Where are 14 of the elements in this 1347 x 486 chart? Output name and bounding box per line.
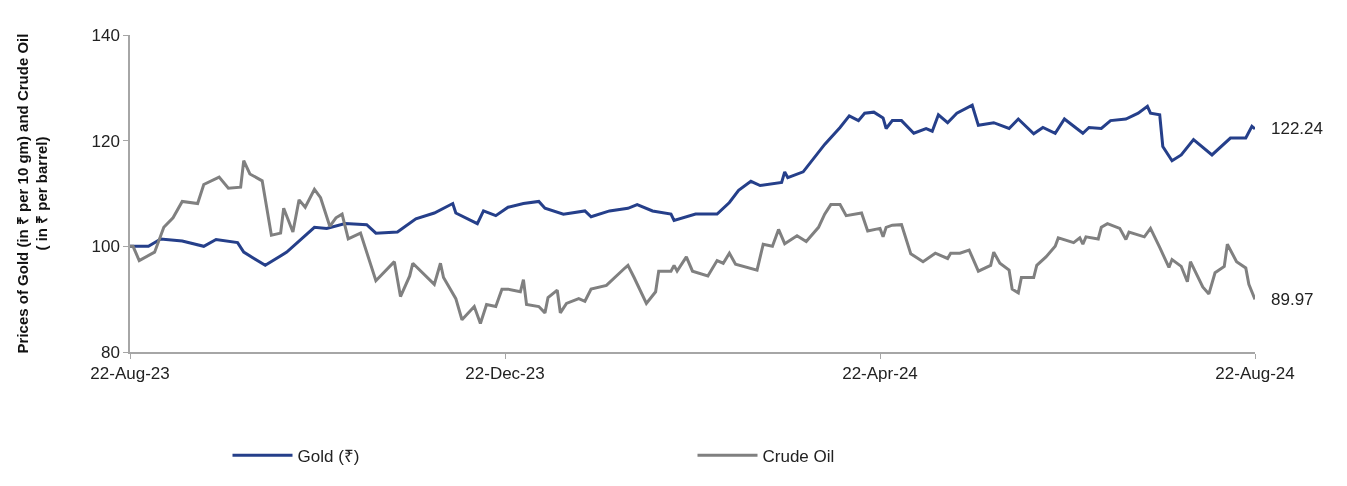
x-tick-label: 22-Dec-23 [465,364,545,384]
legend-label: Crude Oil [762,446,835,466]
y-tick-label: 80 [100,342,120,362]
x-tick-label: 22-Aug-23 [90,364,170,384]
y-tick-label: 120 [91,131,120,151]
line-series [130,159,1255,325]
annotation: 89.97 [1271,290,1314,309]
annotation: 122.24 [1271,119,1323,138]
x-tick-label: 22-Apr-24 [842,364,918,384]
legend-label: Gold (₹) [297,446,360,466]
x-tick-label: 22-Aug-24 [1215,364,1295,384]
y-tick-label: 140 [91,25,120,45]
y-axis-title: Prices of Gold (in ₹ per 10 gm) and Crude Oil ( in ₹ per barrel) [13,33,51,354]
y-tick-label: 100 [91,237,120,257]
